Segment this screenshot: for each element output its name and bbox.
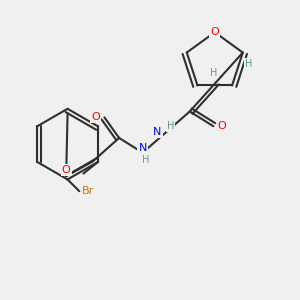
Text: O: O <box>91 112 100 122</box>
Text: O: O <box>210 27 219 37</box>
Text: O: O <box>218 121 226 131</box>
Text: H: H <box>142 155 149 165</box>
Text: H: H <box>167 121 174 131</box>
Text: N: N <box>139 143 147 153</box>
Text: N: N <box>153 127 162 137</box>
Text: Br: Br <box>82 186 94 196</box>
Text: H: H <box>245 59 252 69</box>
Text: O: O <box>62 165 70 175</box>
Text: H: H <box>210 68 217 78</box>
